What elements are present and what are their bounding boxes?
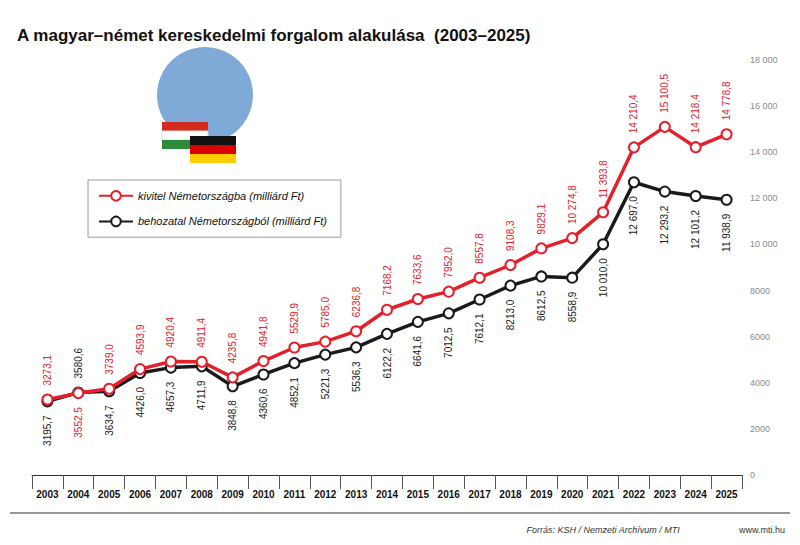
svg-text:2009: 2009 (222, 489, 245, 500)
svg-text:12 000: 12 000 (750, 193, 778, 203)
svg-text:12 293,2: 12 293,2 (659, 205, 670, 244)
svg-text:12 101,2: 12 101,2 (690, 210, 701, 249)
svg-text:4657,3: 4657,3 (165, 381, 176, 412)
svg-text:2011: 2011 (284, 489, 306, 500)
svg-text:2025: 2025 (715, 489, 738, 500)
svg-text:2000: 2000 (750, 424, 770, 434)
svg-text:www.mti.hu: www.mti.hu (738, 525, 785, 535)
svg-text:2010: 2010 (252, 489, 275, 500)
svg-text:4852,1: 4852,1 (289, 377, 300, 408)
svg-text:4235,8: 4235,8 (227, 332, 238, 363)
svg-text:4911,4: 4911,4 (196, 317, 207, 347)
svg-text:2006: 2006 (129, 489, 152, 500)
svg-text:14 210,4: 14 210,4 (628, 94, 639, 133)
svg-text:15 100,5: 15 100,5 (659, 73, 670, 112)
svg-text:8557,8: 8557,8 (474, 233, 485, 264)
svg-text:3634,7: 3634,7 (104, 405, 115, 436)
svg-text:10 010,0: 10 010,0 (598, 258, 609, 297)
svg-text:2007: 2007 (160, 489, 183, 500)
svg-text:2015: 2015 (407, 489, 430, 500)
svg-text:8213,0: 8213,0 (505, 299, 516, 330)
svg-text:18 000: 18 000 (750, 55, 778, 65)
svg-text:0: 0 (750, 470, 755, 480)
svg-text:2017: 2017 (468, 489, 491, 500)
svg-text:7168,2: 7168,2 (382, 265, 393, 296)
svg-text:5536,3: 5536,3 (351, 361, 362, 392)
svg-text:11 938,9: 11 938,9 (721, 213, 732, 252)
svg-text:5529,9: 5529,9 (289, 302, 300, 333)
svg-text:2016: 2016 (438, 489, 461, 500)
svg-text:8000: 8000 (750, 286, 770, 296)
svg-text:2021: 2021 (592, 489, 615, 500)
svg-text:3580,6: 3580,6 (73, 347, 84, 378)
svg-text:10 000: 10 000 (750, 239, 778, 249)
svg-text:4711,9: 4711,9 (196, 380, 207, 410)
svg-text:12 697,0: 12 697,0 (628, 196, 639, 235)
svg-text:3848,8: 3848,8 (227, 400, 238, 431)
svg-text:16 000: 16 000 (750, 101, 778, 111)
svg-text:A magyar–német kereskedelmi fo: A magyar–német kereskedelmi forgalom ala… (17, 26, 530, 45)
svg-text:2023: 2023 (654, 489, 677, 500)
svg-text:7633,6: 7633,6 (412, 254, 423, 285)
svg-text:5221,3: 5221,3 (320, 368, 331, 399)
svg-text:behozatal Németországból (mill: behozatal Németországból (milliárd Ft) (138, 215, 327, 227)
svg-text:8612,5: 8612,5 (536, 290, 547, 321)
svg-text:14 218,4: 14 218,4 (690, 94, 701, 133)
svg-text:7952,0: 7952,0 (443, 247, 454, 278)
svg-text:8558,9: 8558,9 (567, 291, 578, 322)
svg-text:3273,1: 3273,1 (42, 355, 53, 386)
svg-text:2019: 2019 (530, 489, 553, 500)
svg-text:4426,0: 4426,0 (135, 387, 146, 418)
svg-text:6000: 6000 (750, 332, 770, 342)
svg-text:2020: 2020 (561, 489, 584, 500)
svg-text:2022: 2022 (623, 489, 646, 500)
svg-text:11 393,8: 11 393,8 (598, 160, 609, 199)
svg-text:2013: 2013 (345, 489, 368, 500)
svg-text:2012: 2012 (314, 489, 337, 500)
svg-text:2014: 2014 (376, 489, 399, 500)
svg-text:3739,0: 3739,0 (104, 344, 115, 375)
svg-text:2008: 2008 (191, 489, 214, 500)
svg-text:4920,4: 4920,4 (165, 317, 176, 348)
svg-text:kivitel Németországba (milliár: kivitel Németországba (milliárd Ft) (138, 190, 305, 202)
svg-text:3195,7: 3195,7 (42, 415, 53, 446)
svg-text:14 000: 14 000 (750, 147, 778, 157)
svg-text:14 778,8: 14 778,8 (721, 81, 732, 120)
svg-text:Forrás: KSH / Nemzeti Archívum: Forrás: KSH / Nemzeti Archívum / MTI (526, 525, 680, 535)
svg-text:5785,0: 5785,0 (320, 297, 331, 328)
svg-text:4360,6: 4360,6 (258, 388, 269, 419)
svg-text:2024: 2024 (685, 489, 708, 500)
svg-text:10 274,8: 10 274,8 (567, 185, 578, 224)
svg-text:4000: 4000 (750, 378, 770, 388)
svg-text:9108,3: 9108,3 (505, 220, 516, 251)
svg-text:7612,1: 7612,1 (474, 313, 485, 344)
svg-text:2004: 2004 (67, 489, 90, 500)
svg-text:7012,5: 7012,5 (443, 327, 454, 358)
svg-text:6122,2: 6122,2 (382, 347, 393, 378)
svg-text:4593,9: 4593,9 (135, 324, 146, 355)
svg-text:6236,8: 6236,8 (351, 286, 362, 317)
svg-text:2005: 2005 (98, 489, 121, 500)
svg-text:2018: 2018 (499, 489, 522, 500)
svg-text:3552,5: 3552,5 (73, 407, 84, 438)
svg-text:4941,8: 4941,8 (258, 316, 269, 347)
svg-text:6641,6: 6641,6 (412, 335, 423, 366)
svg-text:2003: 2003 (36, 489, 59, 500)
svg-text:9829,1: 9829,1 (536, 203, 547, 234)
